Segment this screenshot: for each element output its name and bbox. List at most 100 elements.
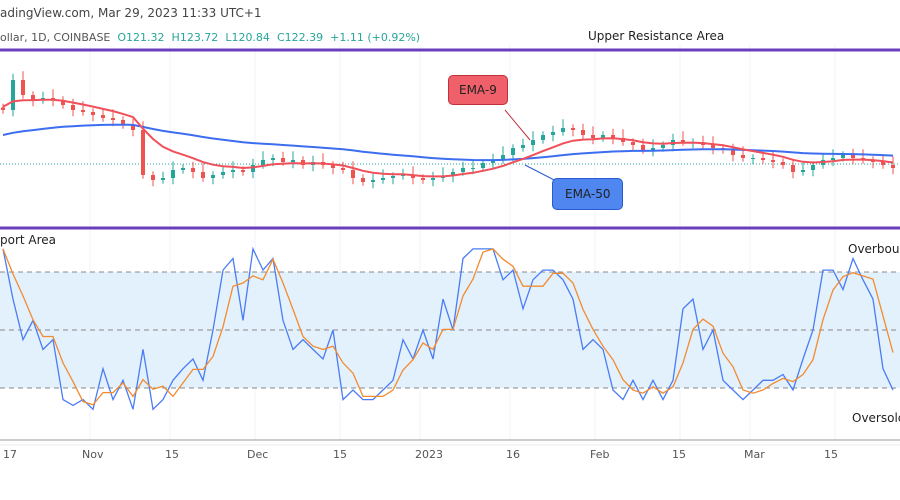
candle-body (681, 140, 685, 142)
candle-body (61, 100, 65, 105)
candle-body (21, 80, 25, 95)
candle-body (291, 160, 295, 162)
candle-body (841, 155, 845, 158)
candle-body (241, 170, 245, 172)
ema50-line (2, 123, 894, 162)
candle-body (481, 163, 485, 168)
candle-body (171, 170, 175, 178)
candle-body (191, 168, 195, 172)
candle-body (511, 148, 515, 155)
candle-body (81, 110, 85, 112)
oversold-label: Oversolc (852, 411, 900, 425)
ema9-pointer (504, 109, 531, 141)
candle-body (811, 165, 815, 170)
x-tick-label: Mar (744, 448, 765, 461)
candle-body (31, 95, 35, 100)
candle-body (851, 155, 855, 158)
x-tick-label: 16 (506, 448, 520, 461)
x-tick-label: Nov (82, 448, 104, 461)
candle-body (431, 178, 435, 180)
x-tick-label: 17 (3, 448, 17, 461)
x-tick-label: 2023 (415, 448, 443, 461)
candle-body (461, 168, 465, 172)
candle-body (801, 170, 805, 172)
ohlc-legend: ollar, 1D, COINBASE O121.32 H123.72 L120… (0, 31, 420, 44)
open-value: O121.32 (117, 31, 165, 44)
candle-body (411, 175, 415, 178)
x-tick-label: 15 (824, 448, 838, 461)
chart-source: adingView.com, Mar 29, 2023 11:33 UTC+1 (0, 6, 262, 20)
candle-body (151, 175, 155, 180)
candle-body (531, 140, 535, 145)
candle-body (111, 118, 115, 120)
candle-body (741, 155, 745, 158)
candle-body (341, 168, 345, 170)
candle-body (601, 135, 605, 138)
x-tick-label: 15 (333, 448, 347, 461)
candle-body (91, 112, 95, 115)
candle-body (1, 107, 5, 110)
candle-body (121, 120, 125, 125)
candle-body (661, 145, 665, 148)
candle-body (391, 176, 395, 178)
symbol-label[interactable]: ollar, 1D, COINBASE (0, 31, 111, 44)
candle-body (541, 135, 545, 140)
x-tick-label: 15 (672, 448, 686, 461)
candle-body (181, 168, 185, 170)
candle-body (141, 130, 145, 175)
candle-body (581, 130, 585, 135)
ema50-callout: EMA-50 (552, 178, 624, 210)
candle-body (561, 128, 565, 132)
candle-body (611, 135, 615, 138)
low-value: L120.84 (225, 31, 270, 44)
candle-body (471, 168, 475, 169)
candle-body (521, 145, 525, 148)
candle-body (761, 158, 765, 160)
x-tick-label: Dec (247, 448, 269, 461)
candle-body (231, 170, 235, 172)
upper-resistance-label: Upper Resistance Area (588, 29, 725, 43)
close-value: C122.39 (276, 31, 324, 44)
candle-body (711, 145, 715, 148)
change-value: +1.11 (+0.92%) (330, 31, 421, 44)
candle-body (361, 178, 365, 182)
lower-support-label: port Area (0, 233, 57, 247)
candle-body (351, 170, 355, 178)
high-value: H123.72 (171, 31, 219, 44)
candle-body (731, 150, 735, 155)
candle-body (101, 115, 105, 118)
candle-body (651, 148, 655, 150)
x-tick-label: 15 (165, 448, 179, 461)
candle-body (501, 155, 505, 160)
candle-body (891, 165, 895, 168)
candle-body (451, 172, 455, 176)
overbought-label: Overboug (848, 242, 900, 256)
candle-body (271, 158, 275, 160)
candle-body (331, 165, 335, 168)
ema9-line (2, 98, 894, 178)
candle-body (881, 162, 885, 165)
candle-body (251, 165, 255, 172)
candle-body (371, 180, 375, 182)
candle-body (591, 135, 595, 138)
candle-body (261, 160, 265, 165)
candle-body (571, 128, 575, 130)
candle-body (211, 175, 215, 178)
candle-body (201, 172, 205, 178)
x-tick-label: Feb (590, 448, 610, 461)
candle-body (831, 158, 835, 160)
stoch-k-line (2, 246, 894, 411)
candle-body (401, 175, 405, 176)
ema9-callout: EMA-9 (448, 75, 508, 105)
candle-body (751, 158, 755, 159)
candle-body (491, 160, 495, 163)
candle-body (131, 125, 135, 130)
candle-body (551, 132, 555, 135)
candle-body (161, 178, 165, 180)
candle-body (381, 178, 385, 180)
candle-body (71, 105, 75, 110)
stoch-d-line (2, 248, 894, 406)
candle-body (791, 165, 795, 172)
candle-body (641, 145, 645, 150)
